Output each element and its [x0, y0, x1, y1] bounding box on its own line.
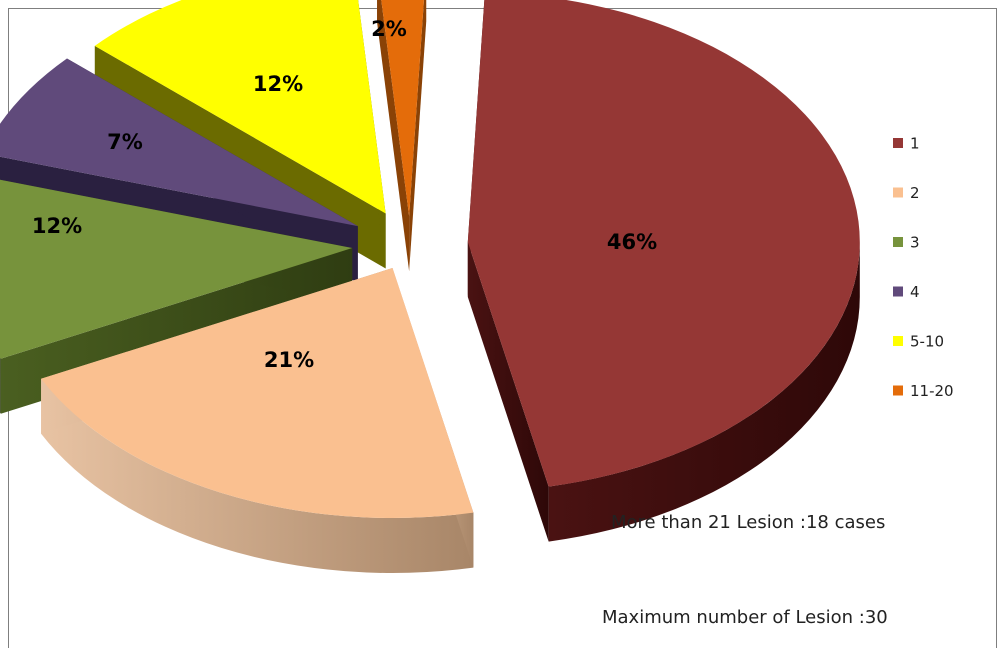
slice-side [41, 378, 474, 574]
slice-labels: 46% 21% 12% 7% 12% 2% [32, 17, 657, 372]
legend-swatch [893, 286, 903, 297]
slice-2 [41, 268, 474, 574]
legend-item-3: 3 [893, 234, 920, 252]
legend-item-4: 4 [893, 283, 920, 301]
legend-swatch [893, 187, 903, 198]
legend-swatch [893, 237, 903, 247]
legend-label: 1 [910, 135, 920, 153]
slice-11-20 [377, 0, 427, 272]
slice-side [0, 357, 1, 414]
slice-edge [467, 241, 549, 542]
legend: 1 2 3 4 5-10 11-20 [893, 135, 954, 400]
slice-top [0, 179, 353, 359]
slice-side [548, 241, 860, 542]
pie-slices [0, 0, 860, 574]
slice-top [381, 0, 424, 217]
annotation-more-than-21: More than 21 Lesion :18 cases [611, 512, 886, 533]
legend-label: 4 [910, 283, 920, 301]
legend-label: 2 [910, 184, 920, 202]
legend-label: 5-10 [910, 333, 944, 351]
slice-top [467, 0, 860, 487]
legend-label: 3 [910, 234, 920, 252]
data-label-5-10: 12% [253, 72, 303, 96]
data-label-1: 46% [607, 230, 657, 254]
slice-top [94, 0, 386, 214]
legend-item-11-20: 11-20 [893, 382, 954, 400]
legend-swatch [893, 336, 903, 346]
legend-label: 11-20 [910, 382, 954, 400]
data-label-2: 21% [264, 348, 314, 372]
legend-item-5-10: 5-10 [893, 333, 944, 351]
legend-swatch [893, 385, 903, 396]
slice-edge [377, 0, 410, 272]
data-label-4: 7% [107, 130, 143, 154]
slice-top [41, 268, 474, 519]
legend-swatch [893, 138, 903, 148]
slice-1 [467, 0, 860, 542]
data-label-3: 12% [32, 214, 82, 238]
slice-top [0, 58, 358, 227]
annotation-maximum-lesions: Maximum number of Lesion :30 [602, 607, 888, 628]
data-label-11-20: 2% [371, 17, 407, 41]
slice-edge [409, 0, 427, 272]
legend-item-2: 2 [893, 184, 920, 202]
legend-item-1: 1 [893, 135, 920, 153]
